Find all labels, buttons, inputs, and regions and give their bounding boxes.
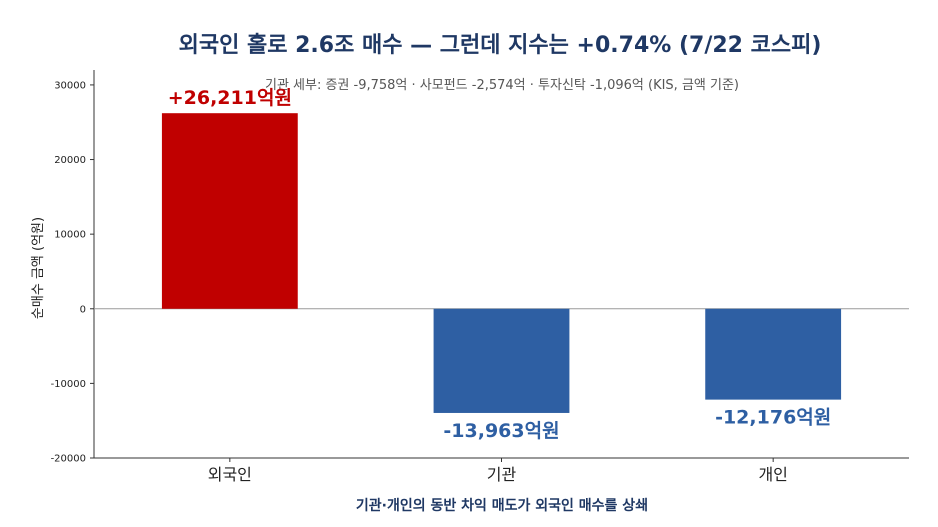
plot-area: -20000 -10000 0 10000 20000 30000 +26,211억원외국인… bbox=[51, 70, 909, 484]
x-tick-label: 개인 bbox=[758, 465, 787, 484]
y-tick-label: 0 bbox=[80, 304, 86, 315]
data-label-1: +26,211억원 bbox=[168, 87, 292, 109]
data-label-3: -12,176억원 bbox=[715, 407, 831, 429]
bar-2 bbox=[433, 308, 570, 413]
x-tick-label: 외국인 bbox=[208, 465, 252, 484]
y-tick-label: 20000 bbox=[54, 155, 86, 166]
bar-3 bbox=[705, 308, 842, 400]
chart-subtitle: 기관 세부: 증권 -9,758억 · 사모펀드 -2,574억 · 투자신탁 … bbox=[265, 78, 739, 93]
chart-title: 외국인 홀로 2.6조 매수 — 그런데 지수는 +0.74% (7/22 코스… bbox=[179, 32, 822, 58]
y-axis-label: 순매수 금액 (억원) bbox=[31, 217, 46, 319]
y-tick-label: -10000 bbox=[51, 379, 86, 390]
y-tick-label: -20000 bbox=[51, 454, 86, 465]
x-tick-label: 기관 bbox=[487, 465, 517, 484]
bar-1 bbox=[161, 113, 298, 309]
y-tick-label: 30000 bbox=[54, 80, 86, 91]
y-tick-label: 10000 bbox=[54, 230, 86, 241]
x-axis-caption: 기관·개인의 동반 차익 매도가 외국인 매수를 상쇄 bbox=[356, 497, 648, 514]
data-label-2: -13,963억원 bbox=[443, 420, 559, 442]
